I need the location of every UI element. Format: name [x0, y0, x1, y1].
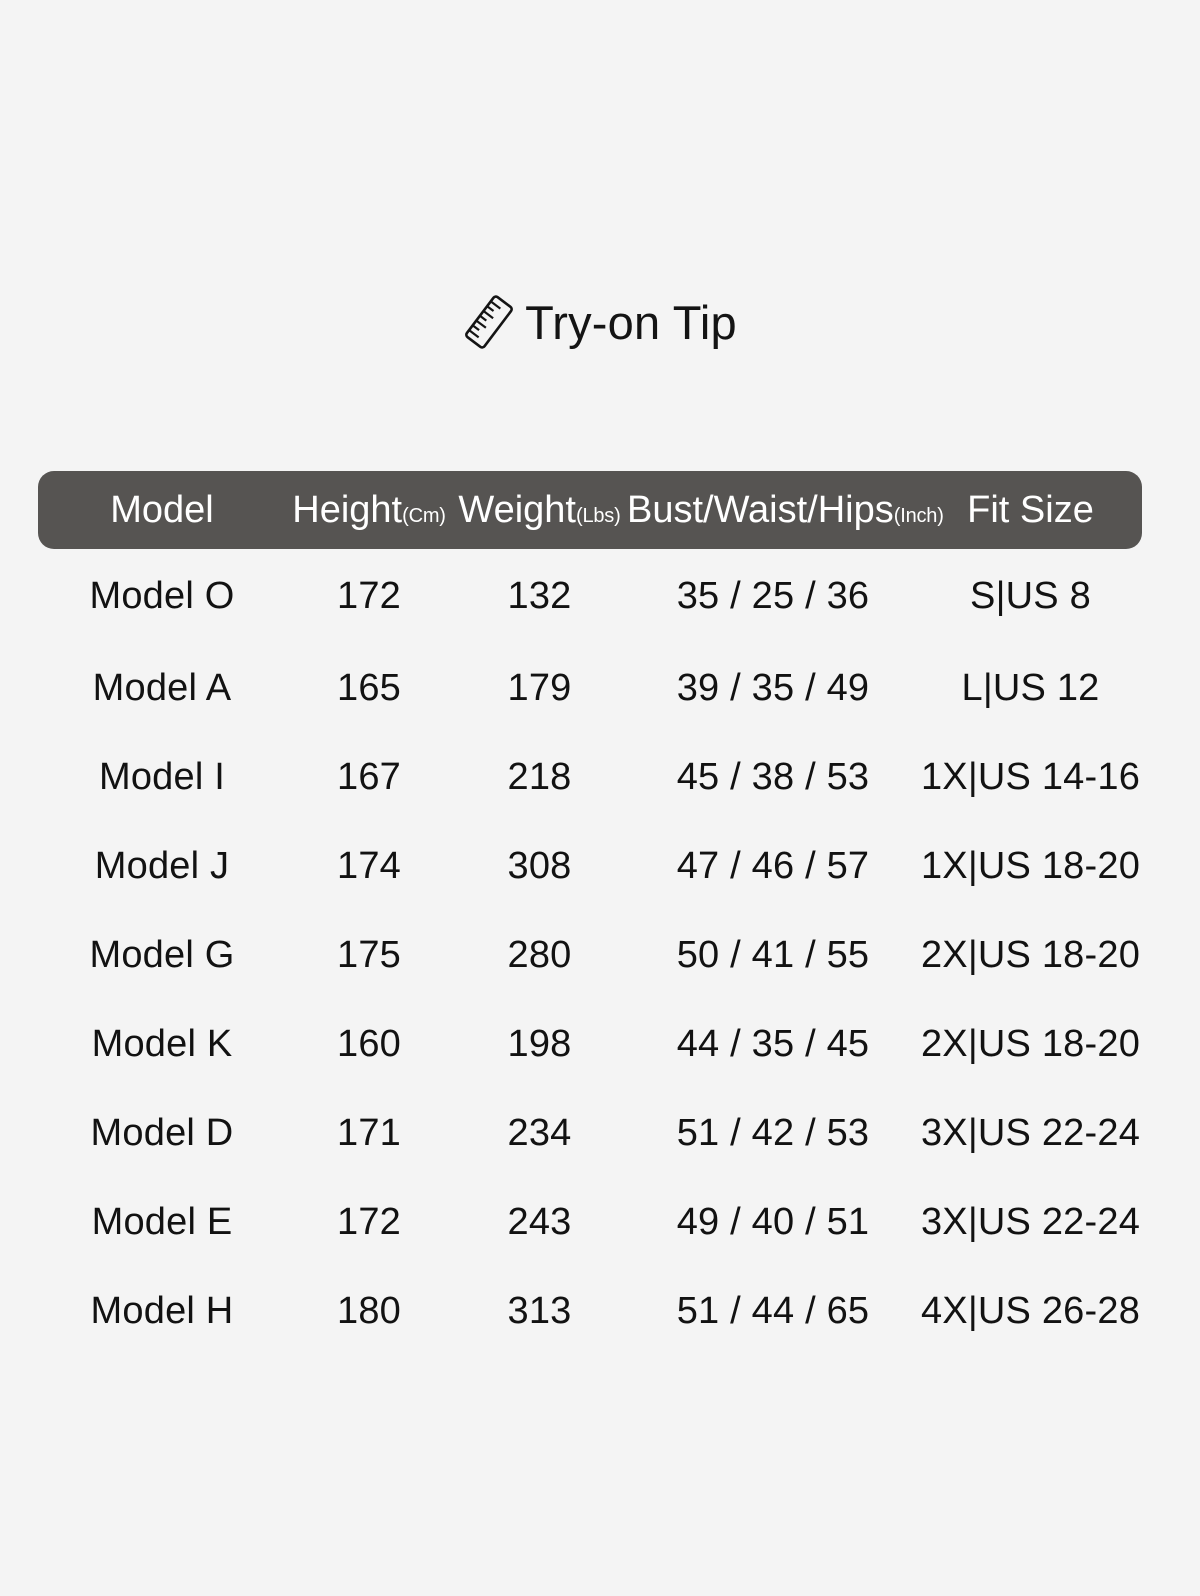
cell-bust-waist-hips: 51 / 42 / 53 [676, 1112, 870, 1154]
column-header-model-label: Model [110, 488, 214, 531]
column-header-weight-unit: (Lbs) [576, 504, 621, 527]
table-row: Model G 175 280 50 / 41 / 55 2X|US 18-20 [38, 911, 1142, 1000]
cell-model: Model O [89, 575, 235, 617]
cell-weight: 218 [507, 756, 572, 798]
cell-model: Model J [94, 845, 230, 887]
cell-fit-size: 2X|US 18-20 [920, 1023, 1141, 1065]
cell-weight: 313 [507, 1290, 572, 1332]
cell-bust-waist-hips: 51 / 44 / 65 [676, 1290, 870, 1332]
cell-height: 180 [336, 1290, 401, 1332]
table-body: Model O 172 132 35 / 25 / 36 S|US 8 Mode… [38, 549, 1142, 1356]
cell-bust-waist-hips: 45 / 38 / 53 [676, 756, 870, 798]
cell-height: 175 [336, 934, 401, 976]
cell-bust-waist-hips: 49 / 40 / 51 [676, 1201, 870, 1243]
cell-height: 174 [336, 845, 401, 887]
table-header-row: Model Height(Cm) Weight(Lbs) Bust/Waist/… [38, 471, 1142, 549]
page-title: Try-on Tip [525, 295, 737, 349]
cell-weight: 243 [507, 1201, 572, 1243]
cell-height: 165 [336, 667, 401, 709]
column-header-height: Height(Cm) [286, 471, 452, 549]
table-row: Model J 174 308 47 / 46 / 57 1X|US 18-20 [38, 822, 1142, 911]
table-row: Model H 180 313 51 / 44 / 65 4X|US 26-28 [38, 1267, 1142, 1356]
table-row: Model A 165 179 39 / 35 / 49 L|US 12 [38, 644, 1142, 733]
cell-bust-waist-hips: 47 / 46 / 57 [676, 845, 870, 887]
cell-height: 172 [336, 575, 401, 617]
cell-bust-waist-hips: 44 / 35 / 45 [676, 1023, 870, 1065]
column-header-model: Model [38, 471, 286, 549]
ruler-icon [463, 293, 515, 351]
table-row: Model K 160 198 44 / 35 / 45 2X|US 18-20 [38, 1000, 1142, 1089]
cell-weight: 132 [507, 575, 572, 617]
size-chart-container: Model Height(Cm) Weight(Lbs) Bust/Waist/… [38, 471, 1142, 1356]
column-header-fit-size: Fit Size [919, 471, 1142, 549]
cell-bust-waist-hips: 35 / 25 / 36 [676, 575, 870, 617]
cell-model: Model D [90, 1112, 234, 1154]
column-header-bust-waist-hips: Bust/Waist/Hips(Inch) [627, 471, 944, 549]
cell-height: 172 [336, 1201, 401, 1243]
cell-model: Model I [98, 756, 225, 798]
cell-weight: 234 [507, 1112, 572, 1154]
cell-model: Model E [91, 1201, 233, 1243]
table-row: Model O 172 132 35 / 25 / 36 S|US 8 [38, 549, 1142, 644]
cell-height: 167 [336, 756, 401, 798]
cell-fit-size: 3X|US 22-24 [920, 1112, 1141, 1154]
cell-fit-size: L|US 12 [961, 667, 1100, 709]
table-row: Model E 172 243 49 / 40 / 51 3X|US 22-24 [38, 1178, 1142, 1267]
cell-fit-size: 1X|US 18-20 [920, 845, 1141, 887]
cell-bust-waist-hips: 39 / 35 / 49 [676, 667, 870, 709]
cell-model: Model H [90, 1290, 234, 1332]
column-header-height-unit: (Cm) [402, 504, 446, 527]
cell-weight: 198 [507, 1023, 572, 1065]
cell-bust-waist-hips: 50 / 41 / 55 [676, 934, 870, 976]
column-header-bust-waist-hips-unit: (Inch) [893, 504, 944, 527]
cell-weight: 179 [507, 667, 572, 709]
cell-fit-size: 1X|US 14-16 [920, 756, 1141, 798]
cell-model: Model K [91, 1023, 233, 1065]
column-header-height-label: Height [292, 488, 403, 531]
cell-weight: 308 [507, 845, 572, 887]
cell-model: Model G [89, 934, 235, 976]
column-header-bust-waist-hips-label: Bust/Waist/Hips [627, 488, 894, 531]
cell-fit-size: 4X|US 26-28 [920, 1290, 1141, 1332]
table-row: Model D 171 234 51 / 42 / 53 3X|US 22-24 [38, 1089, 1142, 1178]
cell-fit-size: S|US 8 [970, 575, 1091, 617]
table-header: Model Height(Cm) Weight(Lbs) Bust/Waist/… [38, 471, 1142, 549]
table-row: Model I 167 218 45 / 38 / 53 1X|US 14-16 [38, 733, 1142, 822]
column-header-weight: Weight(Lbs) [452, 471, 627, 549]
cell-fit-size: 3X|US 22-24 [920, 1201, 1141, 1243]
cell-height: 171 [336, 1112, 401, 1154]
column-header-fit-size-label: Fit Size [967, 488, 1094, 531]
cell-model: Model A [92, 667, 232, 709]
cell-height: 160 [336, 1023, 401, 1065]
cell-weight: 280 [507, 934, 572, 976]
try-on-tip-header: Try-on Tip [0, 283, 1200, 361]
column-header-weight-label: Weight [458, 488, 576, 531]
cell-fit-size: 2X|US 18-20 [920, 934, 1141, 976]
model-size-table: Model Height(Cm) Weight(Lbs) Bust/Waist/… [38, 471, 1142, 1356]
